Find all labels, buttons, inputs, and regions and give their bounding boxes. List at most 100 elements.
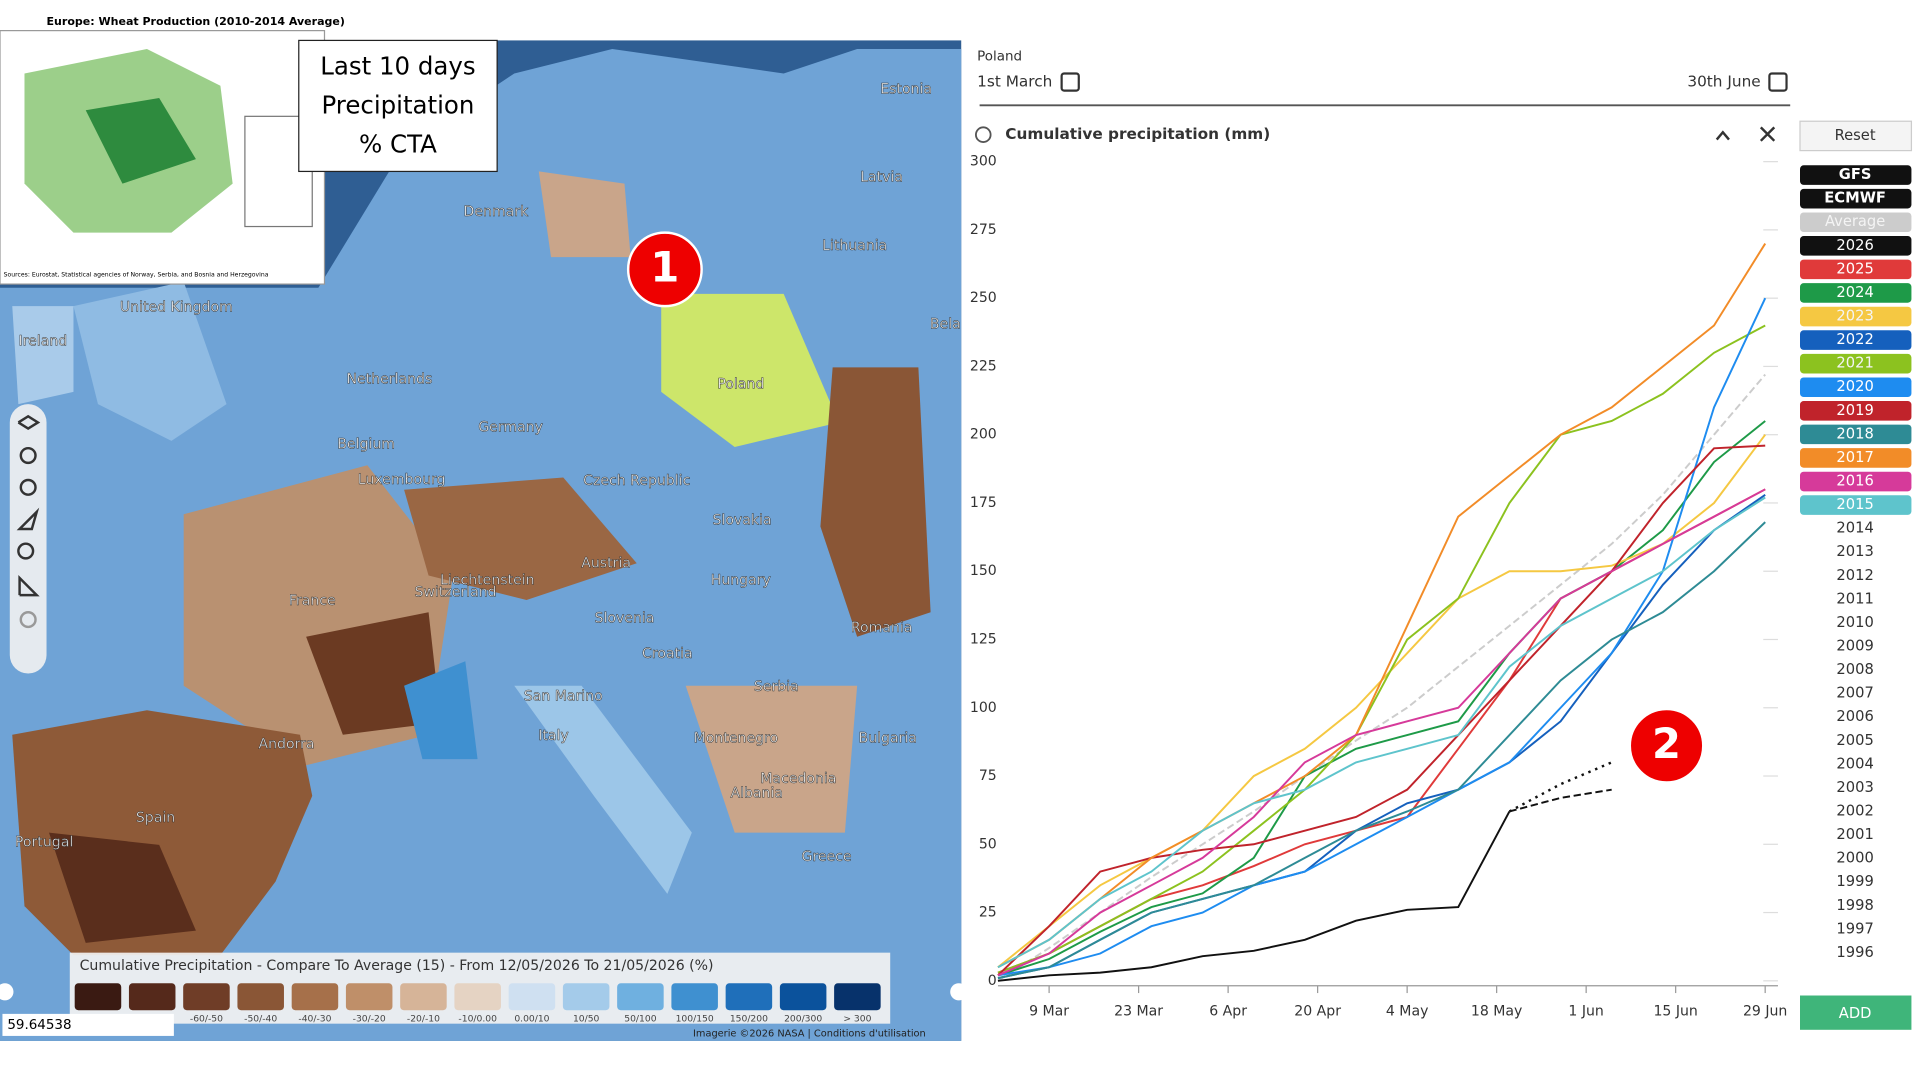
legend-button[interactable] [1800,377,1912,398]
legend-year[interactable]: 2014 [1836,520,1873,537]
zoom-out[interactable] [19,478,37,496]
legend-year[interactable]: 2004 [1836,755,1873,772]
map-label: Romania [851,620,913,636]
legend-label: Average [1825,213,1885,230]
legend-button[interactable] [1800,448,1912,468]
measure[interactable] [18,575,40,597]
y-tick-label: 25 [979,905,997,921]
legend-label: 2026 [1836,237,1873,254]
scroll-left[interactable] [0,983,14,1001]
legend-year[interactable]: 2001 [1836,826,1873,843]
legend-button[interactable] [1800,212,1912,233]
close[interactable] [1759,126,1776,142]
marker [1628,707,1705,784]
legend-year[interactable]: 2003 [1836,779,1873,796]
series-line [997,444,1766,977]
map-label: Montenegro [694,730,778,746]
annotation-line: % CTA [359,130,437,159]
legend-year[interactable]: 1999 [1836,873,1873,890]
reset-button[interactable] [1799,120,1913,152]
legend-year[interactable]: 2010 [1836,614,1873,631]
land [48,832,196,943]
legend-swatch [725,983,773,1011]
y-tick-label: 0 [988,973,997,989]
calendar-icon[interactable] [1060,72,1080,92]
legend-button[interactable] [1800,353,1912,374]
credit: Imagerie ©2026 NASA | Conditions d'utili… [693,1028,926,1039]
y-tick-label: 225 [970,358,997,374]
map-label: Serbia [754,679,799,695]
legend-label: 2025 [1836,260,1873,277]
land [73,281,227,441]
y-tick-label: 75 [979,768,997,784]
zoom-in[interactable] [19,446,37,465]
legend-year[interactable]: 2006 [1836,708,1873,725]
map-label: San Marino [524,689,603,705]
legend-year[interactable]: 2012 [1836,567,1873,584]
annotation: Last 10 days Precipitation % CTA [298,39,498,173]
legend-button[interactable] [1800,306,1912,327]
map-label: Spain [136,810,175,826]
legend-year[interactable]: 2000 [1836,850,1873,867]
x-tick-label: 18 May [1471,1003,1523,1019]
toolbar [9,404,47,674]
legend-button[interactable] [1800,188,1912,209]
legend-button[interactable] [1800,495,1912,515]
y-tick-label: 300 [970,154,997,170]
legend-year[interactable]: 2002 [1836,803,1873,820]
legend-year[interactable]: 2013 [1836,543,1873,560]
layers[interactable] [17,414,41,431]
legend-button[interactable] [1800,424,1912,445]
legend-year[interactable]: 1997 [1836,920,1873,937]
legend-swatch [617,983,664,1011]
legend-button[interactable] [1800,236,1912,256]
legend-button[interactable] [1800,283,1912,303]
end-date[interactable]: 30th June [1687,73,1760,91]
y-tick-label: 150 [970,563,997,579]
legend-year[interactable]: 2007 [1836,685,1873,702]
scroll-right[interactable] [950,983,968,1001]
legend-year[interactable]: 2008 [1836,661,1873,678]
country: Poland [977,49,1022,64]
legend-year[interactable]: 1996 [1836,944,1873,961]
legend-class: 200/300 [784,1013,822,1024]
legend-button[interactable] [1800,165,1912,185]
map-label: Andorra [258,736,314,752]
locate[interactable] [16,507,40,531]
calendar-icon[interactable] [1768,72,1788,92]
legend-title: Cumulative Precipitation - Compare To Av… [80,958,714,974]
legend-year[interactable]: 2005 [1836,732,1873,749]
legend-year[interactable]: 1998 [1836,897,1873,914]
y-tick-label: 100 [970,700,997,716]
legend-class: -50/-40 [244,1013,277,1024]
add-button[interactable] [1800,995,1912,1030]
collapse[interactable] [1715,130,1730,141]
inset: Europe: Wheat Production (2010-2014 Aver… [0,15,345,285]
legend-class: 50/100 [624,1013,656,1024]
map-label: Liechtenstein [440,572,535,588]
legend-year[interactable]: 2009 [1836,638,1873,655]
legend-year[interactable]: 2011 [1836,590,1873,607]
legend-class: 100/150 [676,1013,714,1024]
legend-button[interactable] [1800,259,1912,280]
legend-button[interactable] [1800,401,1912,421]
marker-label: 2 [1652,719,1681,768]
series-line [997,373,1766,982]
land [820,367,931,637]
legend-swatch [128,983,176,1011]
inset-source: Sources: Eurostat, Statistical agencies … [4,271,269,278]
legend-label: 2016 [1836,473,1873,490]
land [404,477,637,600]
legend-button[interactable] [1800,330,1912,350]
target[interactable] [19,611,37,629]
map-label: Czech Republic [583,473,690,489]
legend-swatch [237,983,284,1011]
legend-swatch [74,983,122,1011]
chart-title: Cumulative precipitation (mm) [1005,125,1270,143]
legend-class: -10/0.00 [458,1013,497,1024]
legend-label: 2021 [1836,355,1873,372]
start-date[interactable]: 1st March [977,73,1052,91]
legend-button[interactable] [1800,471,1912,492]
search[interactable] [17,542,35,560]
map-label: Ireland [19,334,68,350]
